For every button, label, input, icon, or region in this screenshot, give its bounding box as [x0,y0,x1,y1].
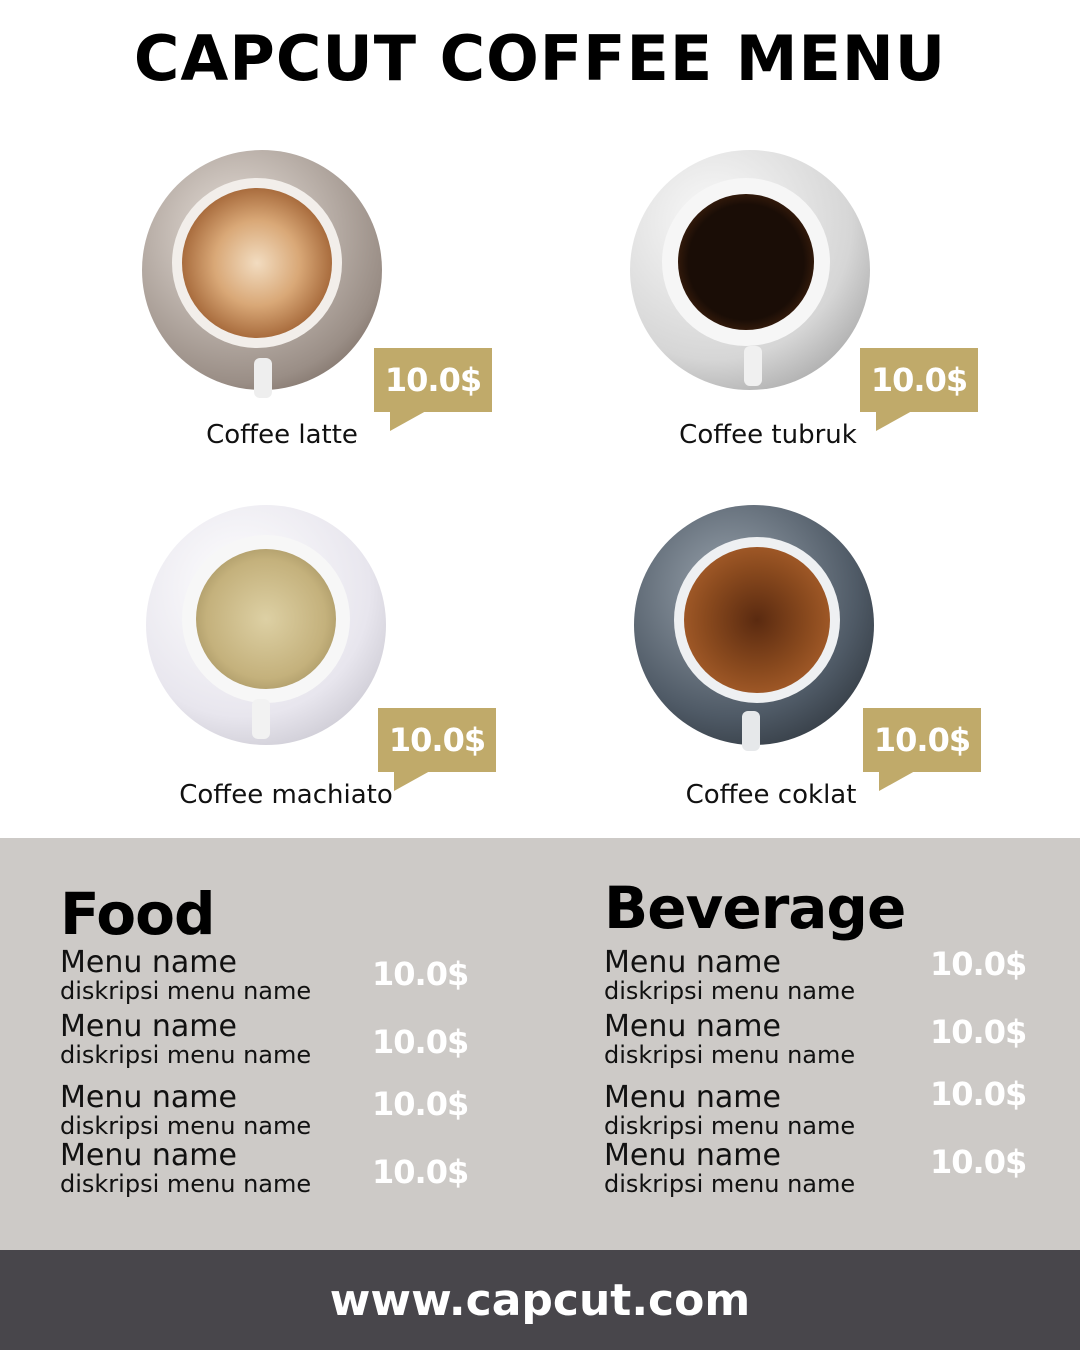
page-title: CAPCUT COFFEE MENU [133,22,947,95]
beverage-price: 10.0$ [930,1143,1027,1181]
price-tag-coklat: 10.0$ [863,708,981,791]
tag-tail [879,771,915,791]
item-name: Menu name [604,1080,781,1115]
coffee-latte-image [142,150,382,398]
beverage-item: Menu name diskripsi menu name [604,1009,856,1069]
footer-url[interactable]: www.capcut.com [0,1250,1080,1350]
item-desc: diskripsi menu name [60,1112,312,1140]
beverage-item: Menu name diskripsi menu name [604,945,856,1005]
food-title: Food [60,880,215,948]
item-desc: diskripsi menu name [604,1041,856,1069]
food-item: Menu name diskripsi menu name [60,1080,312,1140]
coffee-tubruk-image [630,150,870,390]
beverage-item: Menu name diskripsi menu name [604,1138,856,1198]
item-desc: diskripsi menu name [60,1170,312,1198]
price-text: 10.0$ [860,348,978,412]
price-tag-latte: 10.0$ [374,348,492,431]
beverage-item: Menu name diskripsi menu name [604,1080,856,1140]
food-item: Menu name diskripsi menu name [60,945,312,1005]
item-name: Menu name [60,1009,237,1044]
item-name: Menu name [604,1138,781,1173]
menu-list-section [0,838,1080,1250]
coffee-latte-label: Coffee latte [206,420,358,450]
price-tag-machiato: 10.0$ [378,708,496,791]
food-item: Menu name diskripsi menu name [60,1009,312,1069]
coffee-coklat-label: Coffee coklat [685,780,857,810]
food-price: 10.0$ [372,955,469,993]
coffee-tubruk-label: Coffee tubruk [679,420,857,450]
tag-tail [394,771,430,791]
tag-tail [876,411,912,431]
price-text: 10.0$ [374,348,492,412]
item-desc: diskripsi menu name [604,977,856,1005]
item-desc: diskripsi menu name [604,1112,856,1140]
item-name: Menu name [604,1009,781,1044]
coffee-machiato-label: Coffee machiato [179,780,393,810]
footer-url-text[interactable]: www.capcut.com [329,1274,751,1326]
price-tag-tubruk: 10.0$ [860,348,978,431]
item-name: Menu name [604,945,781,980]
beverage-title: Beverage [604,874,906,942]
price-text: 10.0$ [863,708,981,772]
item-name: Menu name [60,945,237,980]
beverage-price: 10.0$ [930,1075,1027,1113]
item-desc: diskripsi menu name [60,977,312,1005]
item-desc: diskripsi menu name [60,1041,312,1069]
beverage-price: 10.0$ [930,945,1027,983]
item-name: Menu name [60,1080,237,1115]
tag-tail [390,411,426,431]
food-price: 10.0$ [372,1153,469,1191]
food-price: 10.0$ [372,1023,469,1061]
food-price: 10.0$ [372,1085,469,1123]
coffee-coklat-image [634,505,874,751]
item-name: Menu name [60,1138,237,1173]
food-item: Menu name diskripsi menu name [60,1138,312,1198]
beverage-price: 10.0$ [930,1013,1027,1051]
item-desc: diskripsi menu name [604,1170,856,1198]
coffee-machiato-image [146,505,386,745]
price-text: 10.0$ [378,708,496,772]
